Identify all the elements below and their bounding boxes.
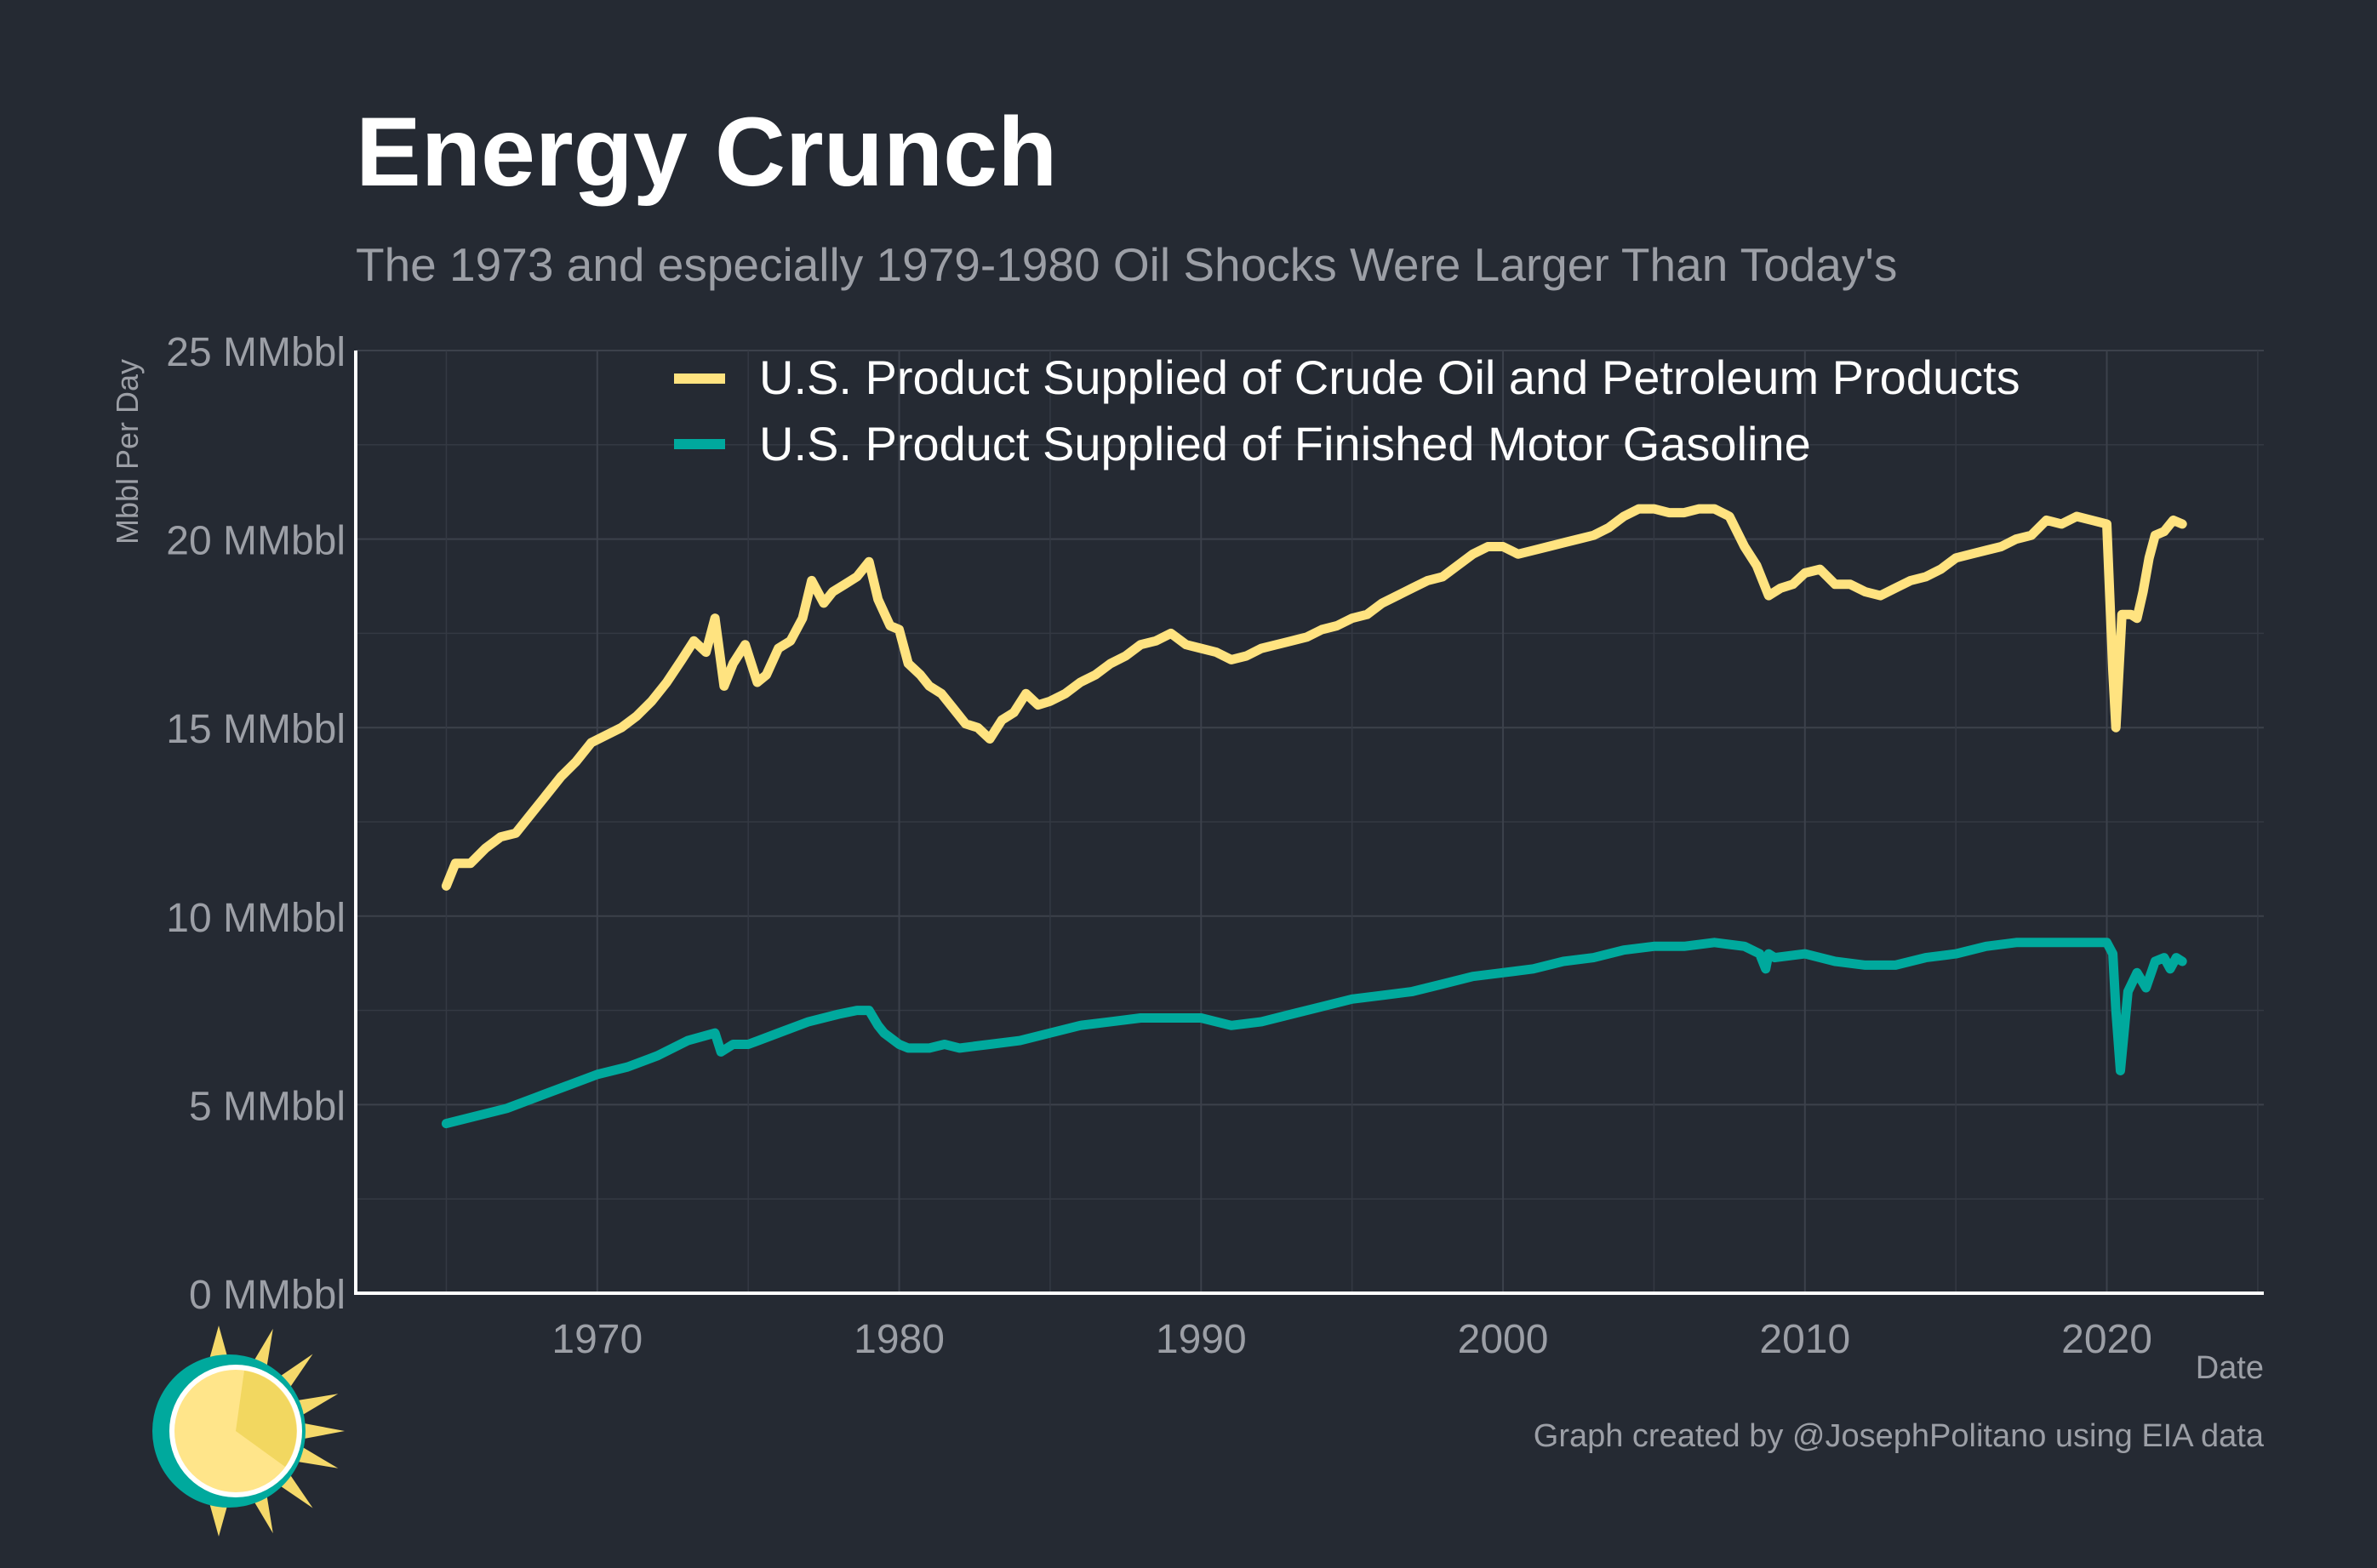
x-tick-label: 2020 [2061,1317,2152,1362]
x-tick-label: 2000 [1458,1317,1549,1362]
y-tick-label: 20 MMbbl [166,519,346,564]
y-tick-label: 25 MMbbl [166,330,346,375]
sun-shade [236,1371,297,1467]
series-layer [441,504,2187,1129]
sun-logo-icon [152,1326,345,1537]
y-ticks: 0 MMbbl 5 MMbbl 10 MMbbl 15 MMbbl 20 MMbbl 25… [166,330,346,1318]
legend-label-crude: U.S. Product Supplied of Crude Oil and P… [759,351,2020,404]
series-line-crude-oil [441,504,2187,891]
legend-label-gasoline: U.S. Product Supplied of Finished Motor … [759,417,1811,470]
x-axis-title: Date [2196,1350,2264,1386]
chart-subtitle: The 1973 and especially 1979-1980 Oil Sh… [356,238,1897,291]
x-tick-label: 1980 [854,1317,945,1362]
legend: U.S. Product Supplied of Crude Oil and P… [674,351,2020,470]
x-tick-label: 1970 [551,1317,643,1362]
sun-ray [294,1421,345,1441]
series-line-gasoline [441,938,2187,1129]
grid [356,350,2264,1294]
x-tick-label: 1990 [1156,1317,1247,1362]
chart-title: Energy Crunch [356,98,1057,207]
y-tick-label: 5 MMbbl [189,1084,346,1129]
chart-caption: Graph created by @JosephPolitano using E… [1534,1418,2265,1454]
x-tick-label: 2010 [1759,1317,1850,1362]
y-axis-title: Mbbl Per Day [110,359,145,545]
y-tick-label: 15 MMbbl [166,707,346,752]
y-tick-label: 0 MMbbl [189,1273,346,1318]
x-ticks: 1970 1980 1990 2000 2010 2020 [551,1317,2152,1362]
y-tick-label: 10 MMbbl [166,896,346,941]
